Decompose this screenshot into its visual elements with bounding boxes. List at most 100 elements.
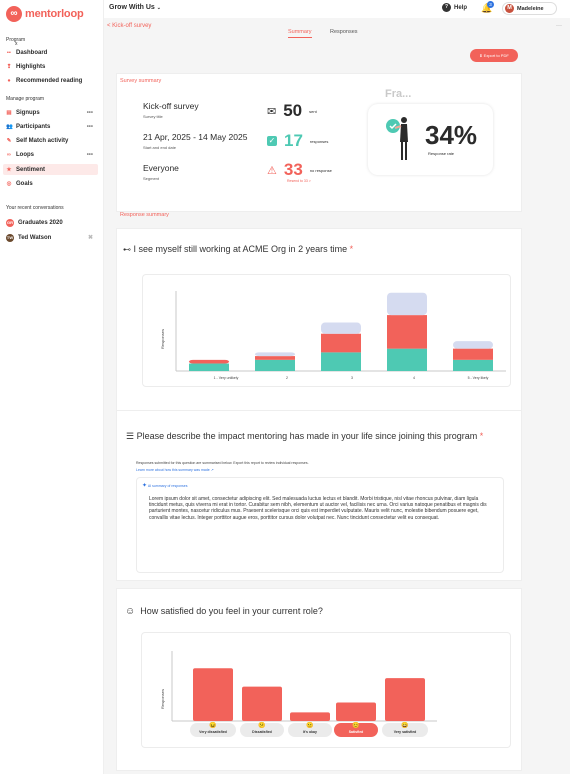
tab-responses[interactable]: Responses bbox=[330, 29, 358, 35]
signups-icon: ▤ bbox=[6, 109, 12, 116]
survey-summary-card: Survey summary Kick-off survey Survey ti… bbox=[116, 73, 522, 212]
sidebar-item-label: Sentiment bbox=[16, 166, 46, 173]
very-dissatisfied-face-icon: 😖 bbox=[209, 723, 217, 729]
notifications-button[interactable]: 🔔 3 bbox=[481, 1, 494, 14]
sent-count: 50 bbox=[283, 101, 303, 120]
x-tick-label: 4 bbox=[413, 376, 415, 380]
user-menu[interactable]: M Madeleine bbox=[502, 2, 557, 15]
scale-icon: ⊷ bbox=[123, 245, 131, 254]
conversation-label: Ted Watson bbox=[18, 234, 52, 241]
more-icon[interactable]: ••• bbox=[86, 151, 93, 158]
question-card: ☺ How satisfied do you feel in your curr… bbox=[116, 588, 522, 771]
very-satisfied-face-icon: 😄 bbox=[401, 723, 409, 729]
sidebar-item-dashboard[interactable]: ▪▪ Dashboard bbox=[3, 47, 98, 58]
chevron-down-icon: ⌄ bbox=[156, 5, 161, 11]
more-icon[interactable]: ••• bbox=[86, 109, 93, 116]
sidebar-item-label: Loops bbox=[16, 151, 34, 158]
chart-bar bbox=[193, 668, 233, 721]
responses-stat: ✓ 17 responses bbox=[267, 131, 328, 151]
sidebar-item-label: Signups bbox=[16, 109, 40, 116]
chart-bar-segment bbox=[321, 333, 361, 353]
survey-dates: 21 Apr, 2025 - 14 May 2025 bbox=[143, 132, 248, 142]
no-response-stat: ⚠ 33 no response bbox=[267, 160, 332, 180]
org-selector[interactable]: Grow With Us ⌄ bbox=[109, 4, 161, 11]
chart-bar bbox=[336, 702, 376, 721]
back-link[interactable]: < Kick-off survey bbox=[107, 23, 152, 29]
x-tick-label-selected: 😊 Satisfied bbox=[334, 723, 378, 737]
sidebar-item-recommended-reading[interactable]: ● Recommended reading bbox=[3, 75, 98, 86]
program-selector[interactable]: x bbox=[15, 41, 18, 47]
sidebar-item-label: Goals bbox=[16, 180, 33, 187]
org-name: Grow With Us bbox=[109, 4, 155, 11]
self-match-icon: ✎ bbox=[6, 137, 12, 144]
ai-summary-text: Lorem ipsum dolor sit amet, consectetur … bbox=[149, 496, 487, 521]
resend-link[interactable]: Resend to 33 > bbox=[287, 179, 311, 183]
ai-summary-header: ✦ AI summary of responses bbox=[142, 482, 188, 489]
question-card: ⊷ I see myself still working at ACME Org… bbox=[116, 228, 522, 416]
avatar: GR bbox=[6, 218, 14, 227]
survey-title: Kick-off survey bbox=[143, 101, 199, 111]
sidebar-item-label: Participants bbox=[16, 123, 51, 130]
tick-label-text: It's okay bbox=[303, 730, 317, 734]
close-icon[interactable]: ✖ bbox=[87, 235, 93, 241]
required-marker: * bbox=[479, 431, 484, 441]
question-text: I see myself still working at ACME Org i… bbox=[133, 244, 348, 254]
survey-title-block: Kick-off survey Survey title bbox=[143, 101, 199, 119]
no-response-label: no response bbox=[309, 167, 332, 173]
conversation-label: Graduates 2020 bbox=[18, 219, 63, 226]
question-text: Please describe the impact mentoring has… bbox=[136, 431, 478, 441]
logo[interactable]: ∞ mentorloop bbox=[6, 5, 84, 23]
section-title: Response summary bbox=[120, 212, 169, 218]
satisfied-face-icon: 😊 bbox=[352, 723, 360, 729]
sidebar-item-goals[interactable]: ◎ Goals bbox=[3, 178, 98, 189]
sidebar-item-sentiment[interactable]: ★ Sentiment bbox=[3, 164, 98, 175]
sidebar-item-self-match-activity[interactable]: ✎ Self Match activity bbox=[3, 135, 98, 146]
chart-bar-segment bbox=[189, 363, 229, 371]
sidebar-item-label: Recommended reading bbox=[16, 77, 83, 84]
more-icon[interactable]: ••• bbox=[86, 123, 93, 130]
x-tick-label: 5 - Very likely bbox=[467, 376, 489, 380]
chart-bar-segment bbox=[321, 352, 361, 371]
chart-bar-segment bbox=[321, 322, 361, 334]
y-axis-label: Responses bbox=[160, 688, 165, 709]
sidebar-item-label: Highlights bbox=[16, 63, 46, 70]
stacked-bar-chart bbox=[175, 291, 506, 372]
goals-icon: ◎ bbox=[6, 180, 12, 187]
chart-bar bbox=[242, 686, 282, 721]
sidebar-item-participants[interactable]: 👥 Participants ••• bbox=[3, 121, 98, 132]
conversation-item[interactable]: TW Ted Watson ✖ bbox=[3, 232, 98, 243]
tab-summary[interactable]: Summary bbox=[288, 29, 312, 38]
sent-label: sent bbox=[309, 108, 317, 114]
tick-label-text: Very satisfied bbox=[393, 730, 417, 734]
segment-block: Everyone Segment bbox=[143, 163, 179, 181]
x-tick-label: 😖 Very dissatisfied bbox=[190, 723, 236, 737]
avatar: TW bbox=[6, 233, 14, 242]
ai-summary-box: ✦ AI summary of responses Lorem ipsum do… bbox=[136, 477, 504, 573]
dissatisfied-face-icon: 😕 bbox=[258, 723, 266, 729]
warning-icon: ⚠ bbox=[267, 164, 277, 177]
participants-icon: 👥 bbox=[6, 123, 13, 130]
program-label: Program bbox=[6, 37, 26, 43]
help-button[interactable]: ? Help bbox=[442, 3, 467, 12]
help-label: Help bbox=[454, 4, 468, 11]
sent-stat: ✉ 50 sent bbox=[267, 101, 317, 121]
chart-container: Responses 1 - Very unlikely 2 3 4 5 - Ve… bbox=[142, 274, 511, 387]
more-icon[interactable]: ··· bbox=[556, 23, 562, 29]
avatar: M bbox=[505, 4, 514, 13]
mail-icon: ✉ bbox=[267, 105, 277, 118]
sidebar-item-highlights[interactable]: ❢ Highlights bbox=[3, 61, 98, 72]
sidebar-item-signups[interactable]: ▤ Signups ••• bbox=[3, 107, 98, 118]
chart-bar bbox=[385, 678, 425, 721]
checkbox-icon: ✓ bbox=[267, 136, 277, 146]
conversation-item[interactable]: GR Graduates 2020 bbox=[3, 217, 98, 228]
bar-chart bbox=[171, 651, 437, 722]
tick-label-text: Very dissatisfied bbox=[199, 730, 227, 734]
recent-conversations-label: Your recent conversations bbox=[6, 205, 64, 211]
chart-bar-segment bbox=[255, 356, 295, 360]
survey-title-caption: Survey title bbox=[143, 114, 163, 119]
x-tick-label: 1 - Very unlikely bbox=[213, 376, 239, 380]
x-tick-label: 2 bbox=[286, 376, 288, 380]
export-pdf-button[interactable]: ⬇ Export to PDF bbox=[470, 49, 518, 62]
sidebar-item-loops[interactable]: ∞ Loops ••• bbox=[3, 149, 98, 160]
learn-more-link[interactable]: Learn more about how this summary was ma… bbox=[136, 468, 214, 472]
